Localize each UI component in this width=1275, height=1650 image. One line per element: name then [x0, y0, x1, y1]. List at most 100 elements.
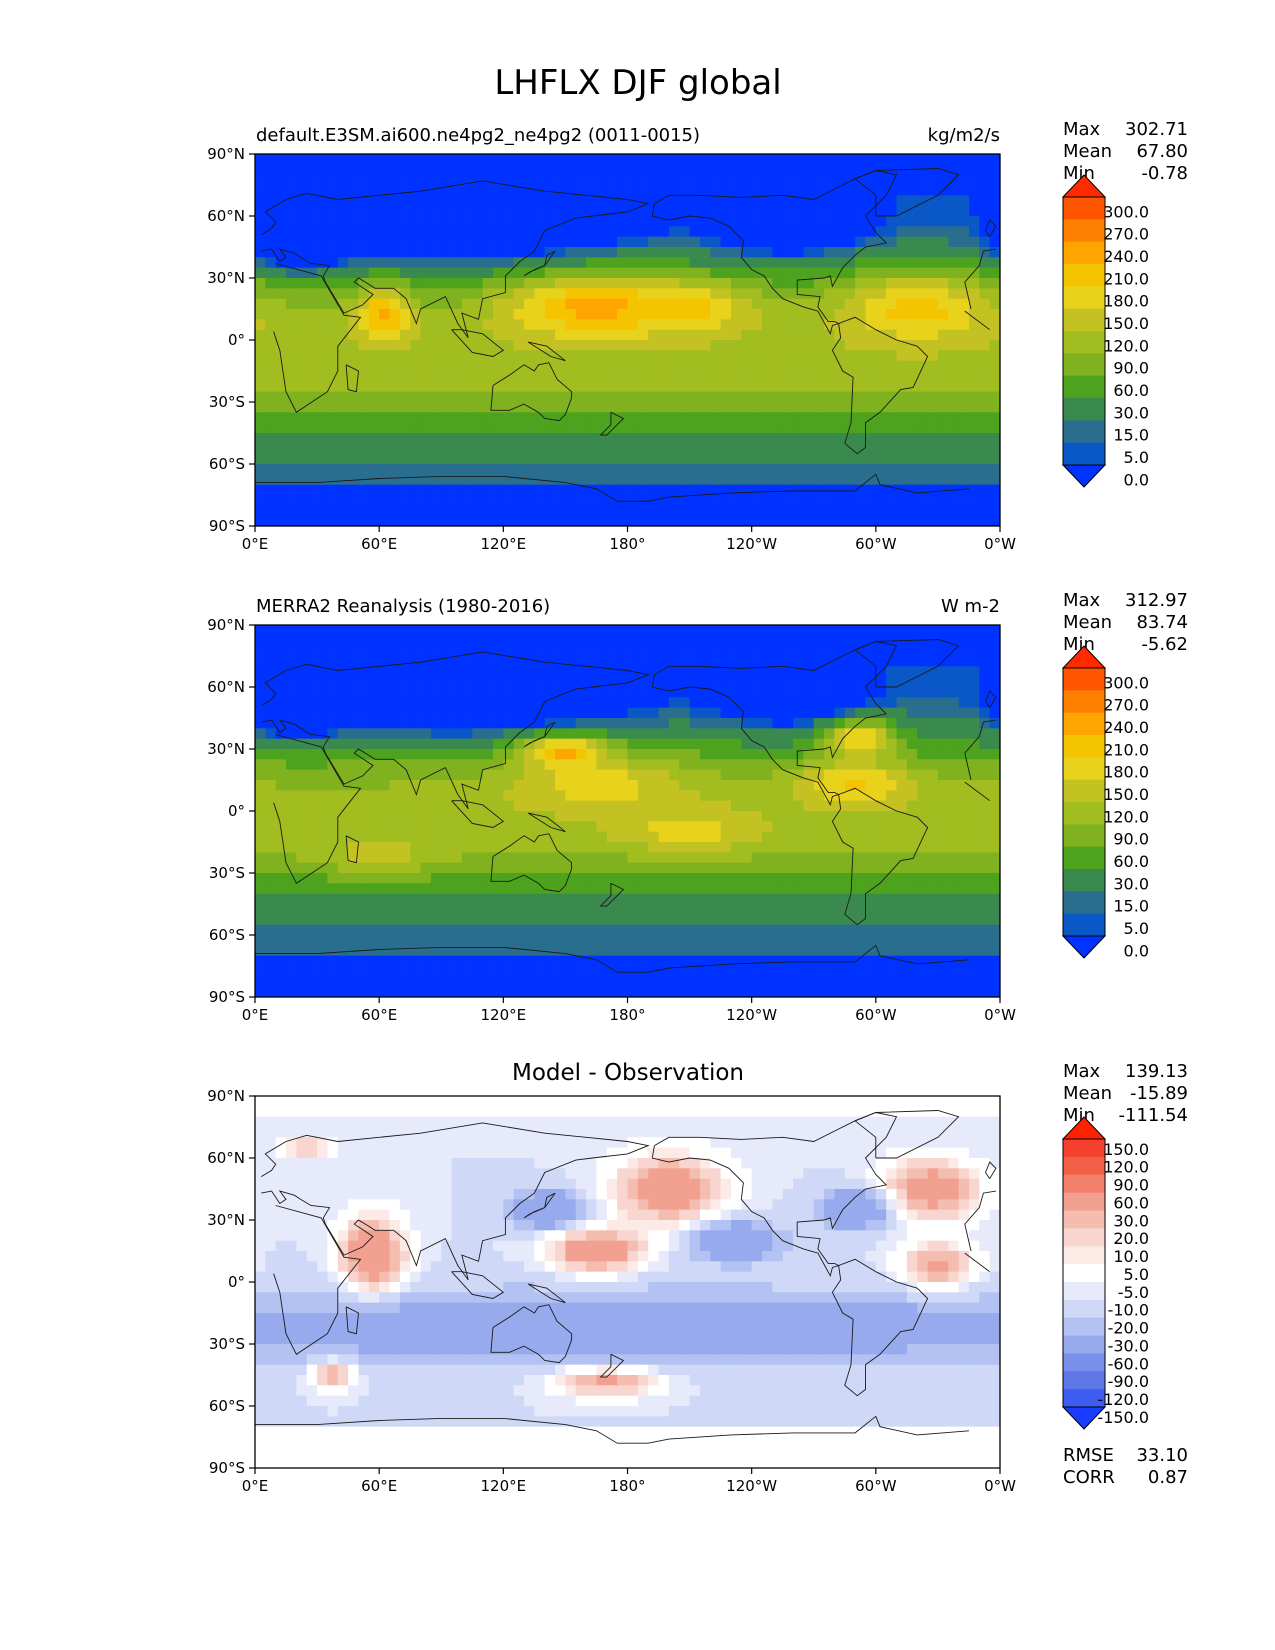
field-cell — [420, 195, 432, 207]
field-cell — [255, 278, 266, 289]
field-cell — [358, 728, 370, 740]
field-cell — [606, 707, 618, 719]
field-cell — [762, 780, 773, 791]
field-cell — [679, 474, 691, 486]
field-cell — [503, 749, 515, 760]
field-cell — [430, 412, 442, 424]
field-cell — [441, 505, 453, 517]
field-cell — [337, 904, 349, 915]
field-cell — [813, 247, 825, 258]
field-cell — [855, 319, 867, 331]
field-cell — [762, 800, 773, 812]
field-cell — [968, 298, 980, 310]
field-cell — [958, 185, 970, 196]
field-cell — [399, 759, 411, 771]
field-cell — [492, 164, 504, 176]
field-cell — [327, 687, 339, 698]
field-cell — [575, 893, 587, 905]
field-cell — [275, 495, 287, 506]
field-cell — [379, 759, 391, 771]
field-cell — [710, 474, 722, 486]
field-cell — [420, 205, 432, 217]
field-cell — [379, 164, 391, 176]
field-cell — [596, 749, 608, 760]
field-cell — [855, 174, 867, 186]
field-cell — [648, 484, 660, 496]
field-cell — [865, 391, 877, 403]
field-cell — [679, 371, 691, 382]
field-cell — [534, 738, 546, 750]
field-cell — [265, 319, 277, 331]
field-cell — [699, 904, 711, 915]
field-cell — [596, 309, 608, 320]
field-cell — [803, 174, 815, 186]
field-cell — [472, 185, 484, 196]
field-cell — [906, 350, 918, 362]
field-cell — [699, 164, 711, 176]
field-cell — [482, 216, 494, 227]
field-cell — [958, 464, 970, 475]
field-cell — [492, 635, 504, 647]
field-cell — [937, 666, 949, 678]
field-cell — [906, 904, 918, 915]
field-cell — [317, 924, 329, 936]
field-cell — [275, 749, 287, 760]
field-cell — [275, 656, 287, 667]
field-cell — [834, 852, 846, 864]
field-cell — [989, 278, 1000, 289]
colorbar-swatch — [1063, 241, 1105, 265]
field-cell — [606, 515, 618, 526]
field-cell — [596, 278, 608, 289]
field-cell — [813, 935, 825, 946]
field-cell — [441, 738, 453, 750]
field-cell — [399, 402, 411, 413]
field-cell — [524, 759, 535, 771]
field-cell — [513, 495, 525, 506]
field-cell — [503, 904, 515, 915]
field-cell — [658, 749, 670, 760]
field-cell — [989, 759, 1000, 771]
field-cell — [275, 236, 287, 248]
field-cell — [596, 505, 608, 517]
field-cell — [348, 790, 360, 802]
field-cell — [793, 780, 805, 791]
field-cell — [917, 656, 929, 667]
field-cell — [306, 687, 318, 698]
field-cell — [327, 464, 339, 475]
field-cell — [317, 154, 329, 165]
field-cell — [906, 329, 918, 341]
field-cell — [586, 883, 598, 895]
field-cell — [492, 515, 504, 526]
field-cell — [317, 707, 329, 719]
field-cell — [865, 381, 877, 393]
field-cell — [389, 635, 401, 647]
field-cell — [368, 154, 380, 165]
field-cell — [906, 391, 918, 403]
field-cell — [327, 195, 339, 207]
field-cell — [710, 371, 722, 382]
field-cell — [937, 625, 949, 636]
field-cell — [834, 862, 846, 874]
field-cell — [730, 402, 742, 413]
field-cell — [937, 687, 949, 698]
field-cell — [979, 515, 991, 526]
field-cell — [265, 955, 277, 967]
field-cell — [855, 656, 867, 667]
field-cell — [255, 707, 266, 719]
field-cell — [803, 267, 815, 279]
field-cell — [286, 216, 297, 227]
panel-model-axes: 0°E 60°E 120°E 180° 120°W 60°W 0°W90°N60°N30°N… — [207, 145, 1016, 553]
field-cell — [751, 329, 763, 341]
field-cell — [596, 443, 608, 455]
field-cell — [544, 515, 556, 526]
field-cell — [565, 391, 577, 403]
field-cell — [472, 474, 484, 486]
field-cell — [658, 800, 670, 812]
field-cell — [389, 873, 401, 884]
field-cell — [989, 185, 1000, 196]
field-cell — [430, 759, 442, 771]
field-cell — [348, 625, 360, 636]
field-cell — [699, 298, 711, 310]
field-cell — [265, 433, 277, 444]
field-cell — [886, 769, 898, 781]
